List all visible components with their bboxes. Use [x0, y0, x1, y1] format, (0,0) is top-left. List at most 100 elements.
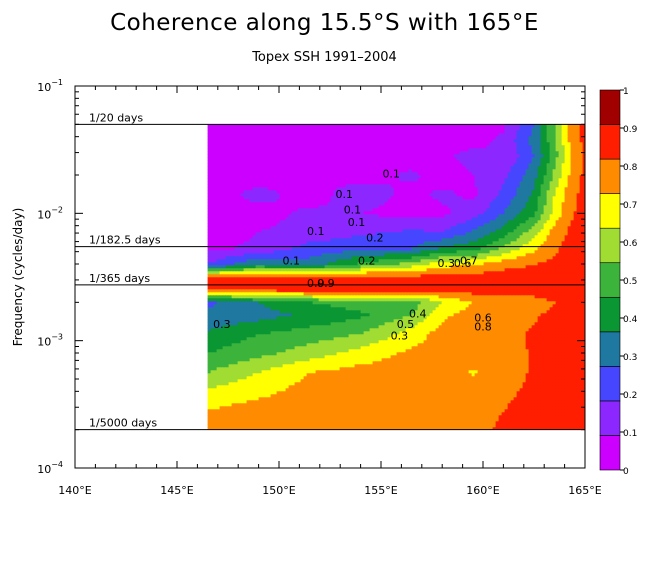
field-cell	[366, 133, 370, 137]
field-cell	[384, 184, 388, 188]
field-cell	[357, 163, 361, 167]
field-cell	[567, 202, 571, 206]
field-cell	[306, 214, 310, 218]
field-cell	[549, 163, 553, 167]
field-cell	[540, 184, 544, 188]
field-cell	[282, 136, 286, 140]
field-cell	[582, 223, 586, 227]
field-cell	[375, 133, 379, 137]
field-cell	[537, 214, 541, 218]
field-cell	[471, 136, 475, 140]
field-cell	[273, 169, 277, 173]
field-cell	[435, 124, 439, 128]
field-cell	[465, 139, 469, 143]
field-cell	[444, 142, 448, 146]
field-cell	[360, 184, 364, 188]
field-cell	[408, 208, 412, 212]
field-cell	[441, 226, 445, 230]
field-cell	[381, 199, 385, 203]
field-cell	[318, 151, 322, 155]
field-cell	[252, 139, 256, 143]
field-cell	[486, 199, 490, 203]
field-cell	[450, 214, 454, 218]
field-cell	[573, 151, 577, 155]
field-cell	[453, 124, 457, 128]
field-cell	[351, 166, 355, 170]
field-cell	[501, 226, 505, 230]
field-cell	[558, 130, 562, 134]
field-cell	[375, 178, 379, 182]
field-cell	[342, 160, 346, 164]
field-cell	[282, 214, 286, 218]
field-cell	[378, 205, 382, 209]
field-cell	[369, 124, 373, 128]
field-cell	[315, 211, 319, 215]
field-cell	[393, 151, 397, 155]
field-cell	[579, 130, 583, 134]
field-cell	[510, 145, 514, 149]
field-cell	[375, 145, 379, 149]
field-cell	[345, 211, 349, 215]
field-cell	[549, 184, 553, 188]
field-cell	[225, 139, 229, 143]
field-cell	[216, 148, 220, 152]
field-cell	[345, 175, 349, 179]
field-cell	[324, 172, 328, 176]
field-cell	[459, 172, 463, 176]
field-cell	[495, 196, 499, 200]
field-cell	[255, 175, 259, 179]
field-cell	[306, 178, 310, 182]
field-cell	[282, 133, 286, 137]
field-cell	[234, 229, 238, 233]
field-cell	[576, 223, 580, 227]
field-cell	[402, 190, 406, 194]
field-cell	[348, 124, 352, 128]
field-cell	[492, 172, 496, 176]
field-cell	[546, 142, 550, 146]
field-cell	[330, 202, 334, 206]
field-cell	[324, 205, 328, 209]
field-cell	[207, 181, 211, 185]
field-cell	[576, 214, 580, 218]
field-cell	[522, 196, 526, 200]
field-cell	[411, 154, 415, 158]
field-cell	[372, 163, 376, 167]
field-cell	[465, 217, 469, 221]
field-cell	[360, 211, 364, 215]
field-cell	[555, 235, 559, 239]
field-cell	[282, 178, 286, 182]
field-cell	[465, 160, 469, 164]
field-cell	[309, 238, 313, 242]
field-cell	[252, 235, 256, 239]
field-cell	[336, 232, 340, 236]
field-cell	[264, 232, 268, 236]
field-cell	[471, 208, 475, 212]
field-cell	[390, 196, 394, 200]
field-cell	[405, 190, 409, 194]
field-cell	[432, 169, 436, 173]
field-cell	[321, 187, 325, 191]
field-cell	[258, 226, 262, 230]
field-cell	[540, 127, 544, 131]
field-cell	[408, 145, 412, 149]
field-cell	[486, 214, 490, 218]
field-cell	[450, 175, 454, 179]
field-cell	[390, 187, 394, 191]
field-cell	[441, 124, 445, 128]
field-cell	[237, 187, 241, 191]
field-cell	[426, 172, 430, 176]
field-cell	[492, 196, 496, 200]
field-cell	[498, 127, 502, 131]
field-cell	[420, 229, 424, 233]
field-cell	[375, 235, 379, 239]
field-cell	[420, 232, 424, 236]
field-cell	[210, 238, 214, 242]
field-cell	[303, 229, 307, 233]
field-cell	[555, 139, 559, 143]
field-cell	[525, 211, 529, 215]
field-cell	[567, 229, 571, 233]
field-cell	[282, 139, 286, 143]
field-cell	[495, 142, 499, 146]
field-cell	[507, 202, 511, 206]
field-cell	[459, 211, 463, 215]
